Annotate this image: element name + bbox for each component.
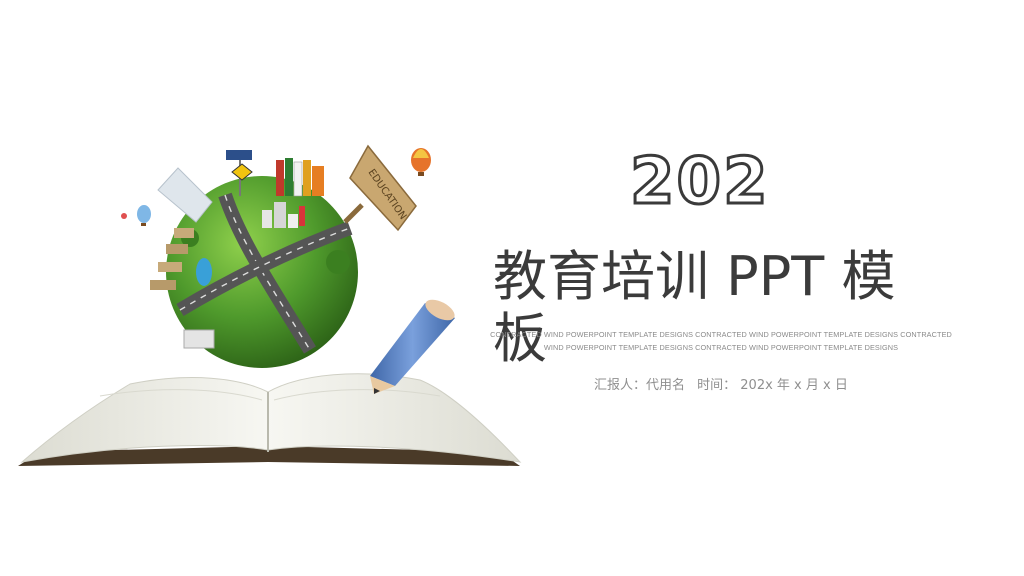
presenter-info: 汇报人：代用名 时间： 202x 年 x 月 x 日 (594, 374, 856, 393)
hot-air-balloon-right (411, 148, 431, 176)
date-label: 时间： 202x 年 x 月 x 日 (697, 378, 848, 393)
globe (166, 176, 358, 368)
open-book (18, 373, 522, 466)
pencil (370, 299, 455, 394)
hot-air-balloon-left (137, 205, 151, 226)
small-balloon (121, 213, 127, 219)
year-heading: 202 (629, 145, 770, 219)
education-illustration: EDUCATION (18, 144, 522, 466)
reporter-label: 汇报人：代用名 (594, 378, 686, 393)
small-house (183, 329, 215, 349)
tagline: CONTRACTED WIND POWERPOINT TEMPLATE DESI… (490, 330, 952, 352)
slide-title: 教育培训 PPT 模板 (493, 245, 896, 370)
globe-stairs (150, 228, 194, 290)
direction-sign (226, 150, 253, 196)
books-stack (276, 158, 324, 197)
number-one-sculpture (157, 167, 213, 223)
education-sign: EDUCATION (343, 144, 417, 232)
